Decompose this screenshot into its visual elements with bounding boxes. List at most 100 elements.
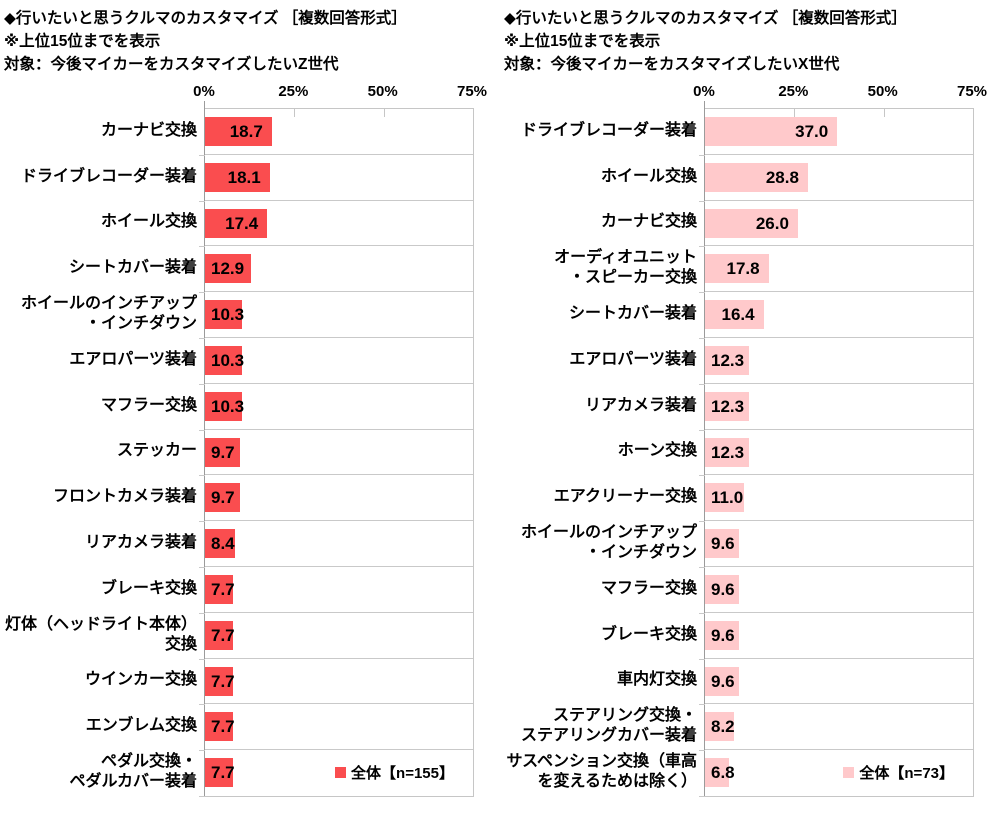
- category-label: カーナビ交換: [600, 213, 697, 231]
- axis-tick-mark: [199, 383, 205, 385]
- chart-row: 9.6: [705, 567, 973, 613]
- axis-tick-mark: [199, 246, 205, 248]
- axis-tick-mark: [204, 101, 205, 109]
- category-label: シートカバー装着: [568, 305, 697, 323]
- bar: [205, 208, 268, 238]
- category-label: ホイール交換: [100, 213, 197, 231]
- chart-row: 12.3: [705, 338, 973, 384]
- chart-row: 7.7: [205, 704, 473, 751]
- category-label: シートカバー装着: [68, 259, 197, 277]
- value-label: 7.7: [211, 580, 235, 599]
- axis-tick-mark: [699, 154, 705, 156]
- value-label: 7.7: [211, 671, 235, 691]
- chart-row: 10.3: [205, 292, 473, 338]
- chart-row: 37.0: [705, 109, 973, 155]
- axis-tick-mark: [699, 750, 705, 752]
- legend-swatch-icon: [843, 766, 855, 778]
- chart-row: 9.7: [205, 430, 473, 476]
- category-label: 車内灯交換: [616, 671, 697, 689]
- category-label: ホイールのインチアップ ・インチダウン: [20, 295, 197, 333]
- axis-tick-mark: [199, 612, 205, 614]
- category-label: マフラー交換: [100, 396, 197, 414]
- value-label: 9.6: [711, 580, 735, 599]
- chart-row: 10.3: [205, 384, 473, 430]
- bar: [205, 483, 240, 513]
- axis-tick-mark: [199, 521, 205, 523]
- chart-row: 8.4: [205, 521, 473, 567]
- axis-tick-mark: [794, 109, 796, 117]
- chart-row: 12.3: [705, 430, 973, 476]
- value-label: 11.0: [711, 488, 744, 508]
- plot-area: 18.7 18.1 17.4 12.9 10.3 10.3 10.3 9.7 9.7 8.4 7.7…: [199, 101, 474, 797]
- legend: 全体【n=155】: [335, 761, 454, 783]
- value-label: 12.9: [211, 259, 245, 279]
- chart-target: 対象：今後マイカーをカスタマイズしたいZ世代: [4, 56, 339, 73]
- chart-row: 6.8: [705, 750, 973, 796]
- bar: [205, 254, 252, 284]
- chart-row: 9.6: [705, 521, 973, 567]
- axis-tick-label: 50%: [367, 83, 398, 100]
- bar: [705, 483, 745, 513]
- value-label: 9.6: [711, 534, 735, 554]
- chart-row: 9.7: [205, 475, 473, 522]
- chart-row: 11.0: [705, 475, 973, 522]
- value-label: 12.3: [711, 351, 745, 370]
- axis-tick-label: 25%: [278, 83, 309, 100]
- axis-tick-mark: [199, 750, 205, 752]
- bar: [705, 254, 769, 284]
- category-label: エアクリーナー交換: [553, 488, 697, 506]
- bar: [205, 162, 270, 192]
- bar: [705, 117, 838, 146]
- chart-note: ※上位15位までを表示: [4, 33, 161, 50]
- category-label: エアロパーツ装着: [569, 350, 697, 368]
- value-label: 18.1: [227, 167, 261, 187]
- category-label: オーディオユニット ・スピーカー交換: [554, 249, 697, 287]
- category-label: ホーン交換: [617, 442, 697, 460]
- chart-row: 9.6: [705, 613, 973, 659]
- value-label: 9.6: [711, 671, 735, 691]
- axis-tick-label: 75%: [456, 83, 488, 100]
- axis-tick-mark: [199, 338, 205, 339]
- axis-tick-mark: [199, 429, 205, 431]
- bar: [705, 162, 808, 192]
- chart-row: 17.8: [705, 246, 973, 293]
- value-label: 10.3: [211, 396, 245, 416]
- bar: [705, 391, 749, 421]
- bar: [205, 712, 233, 742]
- axis-tick-mark: [199, 567, 205, 568]
- x-axis: 0% 25% 50% 75%: [500, 83, 1000, 103]
- chart-row: 26.0: [705, 201, 973, 247]
- value-label: 26.0: [755, 213, 789, 233]
- axis-tick-mark: [383, 109, 385, 117]
- bar: [205, 437, 240, 467]
- axis-tick-mark: [699, 338, 705, 339]
- axis-tick-mark: [699, 796, 705, 797]
- chart-row: 18.1: [205, 155, 473, 201]
- value-label: 12.3: [711, 442, 745, 462]
- category-label: リアカメラ装着: [584, 396, 697, 414]
- value-label: 17.4: [225, 213, 259, 233]
- value-label: 37.0: [795, 122, 829, 141]
- bar: [205, 575, 233, 604]
- axis-tick-mark: [699, 475, 705, 477]
- category-label: ホイールのインチアップ ・インチダウン: [520, 524, 697, 562]
- axis-tick-mark: [699, 200, 705, 202]
- axis-tick-mark: [699, 383, 705, 385]
- value-label: 28.8: [765, 167, 799, 187]
- chart-row: 12.3: [705, 384, 973, 430]
- value-label: 17.8: [726, 259, 760, 279]
- value-label: 8.2: [711, 717, 735, 737]
- value-label: 12.3: [711, 396, 745, 416]
- category-label: ドライブレコーダー装着: [520, 121, 697, 139]
- chart-title: ◆行いたいと思うクルマのカスタマイズ ［複数回答形式］: [504, 10, 907, 27]
- value-label: 16.4: [721, 305, 755, 325]
- axis-tick-label: 0%: [693, 83, 715, 100]
- axis-tick-mark: [699, 521, 705, 523]
- value-label: 7.7: [211, 625, 235, 645]
- x-axis: 0% 25% 50% 75%: [0, 83, 500, 103]
- chart-title: ◆行いたいと思うクルマのカスタマイズ ［複数回答形式］: [4, 10, 407, 27]
- value-label: 18.7: [229, 122, 263, 141]
- plot-area: 37.0 28.8 26.0 17.8 16.4 12.3 12.3 12.3 11.0 9.6 9…: [699, 101, 974, 797]
- axis-tick-mark: [199, 292, 205, 294]
- chart-header: ◆行いたいと思うクルマのカスタマイズ ［複数回答形式］ ※上位15位までを表示 …: [504, 7, 907, 76]
